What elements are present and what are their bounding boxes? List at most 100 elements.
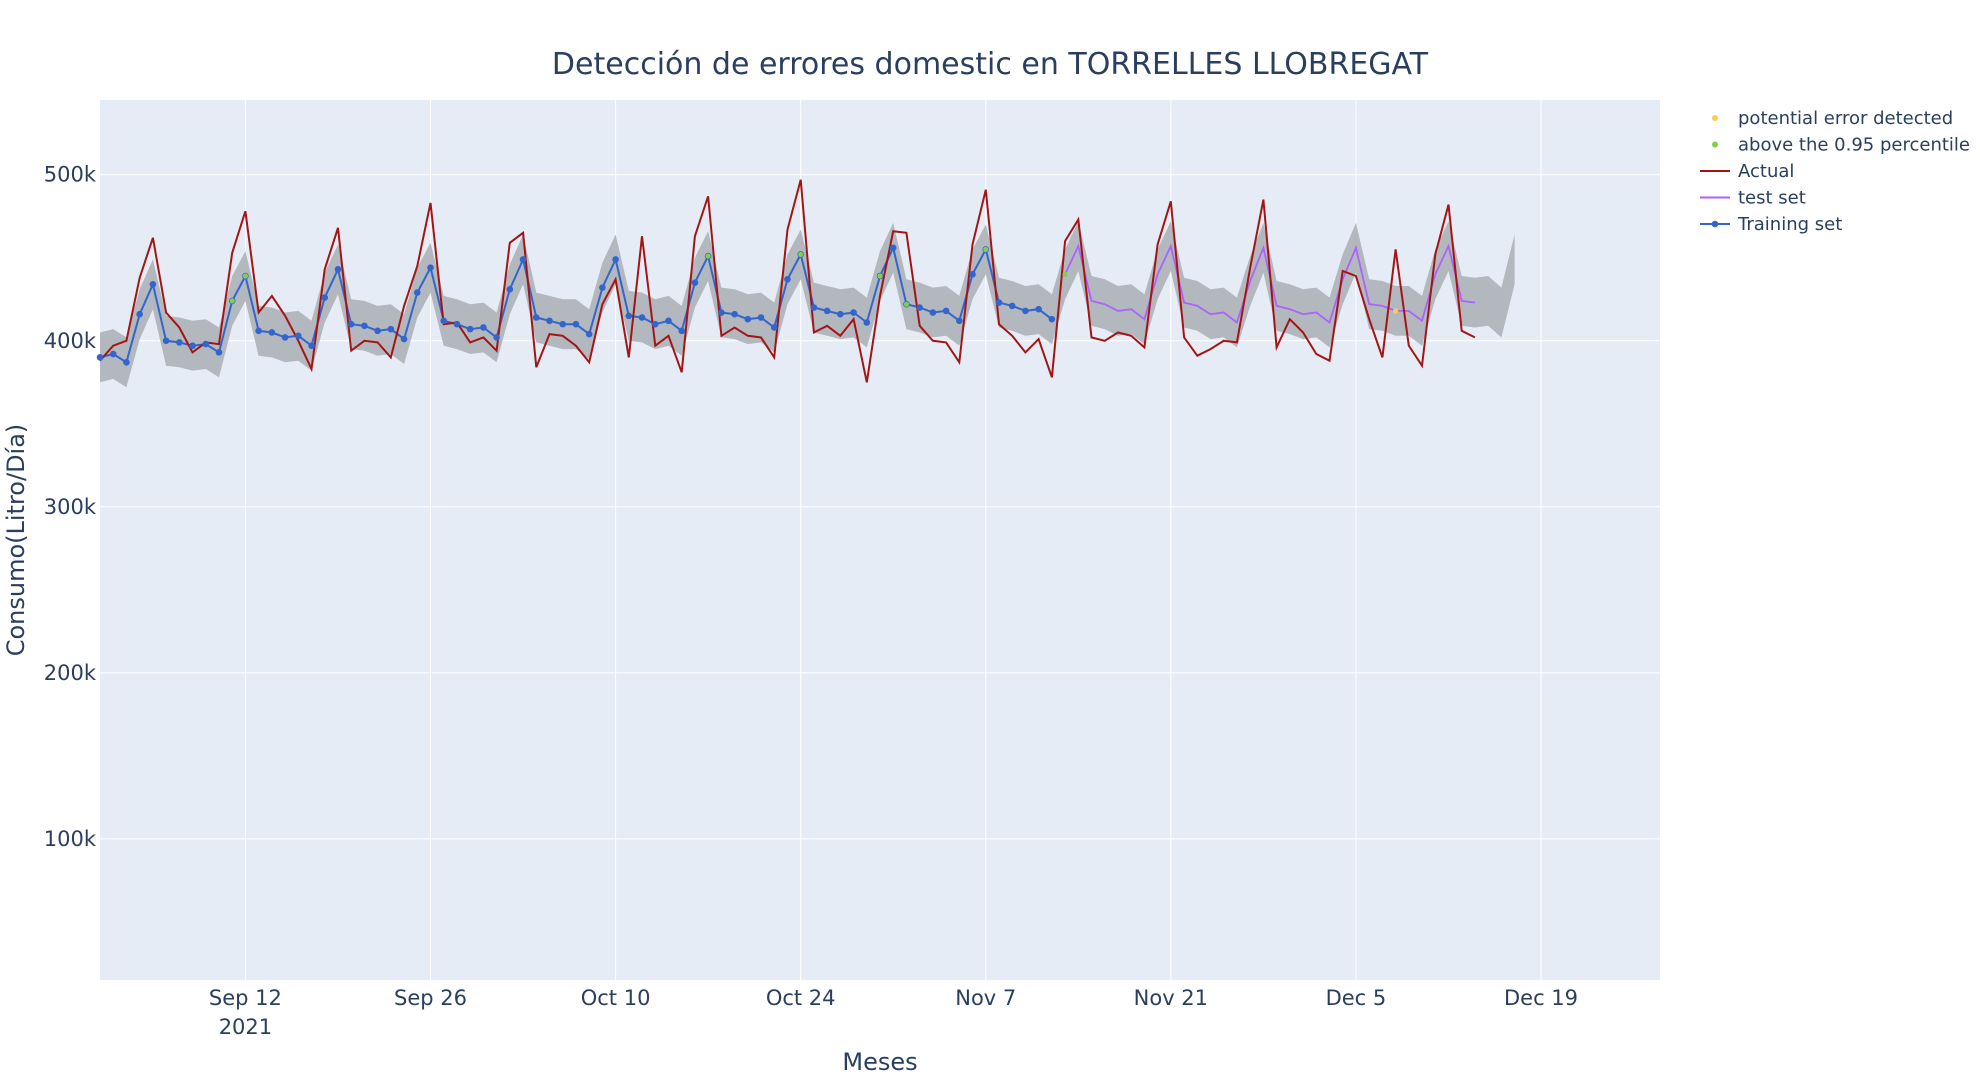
training-point [1008,302,1016,310]
training-point [942,307,950,315]
training-point [281,334,289,341]
x-axis-title: Meses [842,1048,917,1076]
chart-title: Detección de errores domestic en TORRELL… [552,47,1429,82]
training-point [678,327,685,335]
percentile-point [903,301,910,307]
training-point [612,256,619,263]
training-point [480,324,487,331]
y-tick-label: 100k [44,827,97,851]
training-point [863,319,871,326]
training-point [1035,305,1042,313]
y-tick-label: 300k [44,495,97,519]
training-point [215,349,223,356]
plot-area [100,100,1660,980]
training-point [427,264,434,271]
training-point [559,320,567,328]
training-point [889,244,897,252]
training-point [823,307,831,315]
x-tick-label: Nov 7 [955,986,1016,1010]
training-point [744,315,752,323]
training-point [784,276,791,283]
percentile-point [229,298,235,304]
percentile-point [242,273,249,279]
training-point [361,322,368,330]
legend-marker-icon [1712,115,1718,121]
y-tick-label: 400k [44,329,97,353]
y-tick-label: 200k [44,661,97,685]
training-point [956,317,963,325]
training-point [638,314,646,321]
x-tick-label: Sep 26 [394,986,467,1010]
x-tick-label: Oct 24 [766,986,836,1010]
training-point [400,335,408,343]
training-point [916,304,923,311]
training-point [546,317,553,325]
y-axis-title: Consumo(Litro/Día) [2,424,30,657]
training-point [136,310,143,318]
legend-label: Training set [1737,214,1842,235]
axis-labels: 100k 200k 300k 400k 500k Sep 12 2021 Sep 26 Oct … [44,163,1578,1039]
training-point [374,327,381,335]
training-point [1022,307,1029,315]
confidence-band [100,221,1515,388]
training-point [718,309,725,316]
training-point [149,281,157,288]
x-tick-label: Sep 12 [209,986,282,1010]
training-point [691,279,699,286]
training-point [519,256,527,263]
training-point [413,289,421,296]
legend[interactable]: potential error detected above the 0.95 p… [1700,108,1970,235]
x-tick-label: Oct 10 [581,986,651,1010]
training-point [255,327,262,335]
training-point [440,317,448,325]
training-point [176,339,183,346]
training-point [96,354,104,361]
training-point [625,312,633,320]
x-tick-year-label: 2021 [219,1015,272,1039]
training-point [506,285,514,293]
actual-line [99,179,1476,383]
legend-item[interactable]: above the 0.95 percentile [1712,135,1970,156]
training-point [837,310,844,318]
training-point [347,320,355,328]
training-point [572,320,580,328]
percentile-point [798,251,804,258]
training-point [850,309,857,316]
training-point [466,325,474,333]
training-point [453,320,461,328]
percentile-point [1062,271,1068,277]
legend-item[interactable]: Actual [1700,161,1794,182]
legend-item[interactable]: test set [1700,188,1806,209]
training-point [599,284,606,291]
training-point [202,340,210,348]
legend-item[interactable]: potential error detected [1712,108,1953,129]
training-point [268,329,276,336]
legend-label: potential error detected [1738,108,1953,129]
x-tick-label: Dec 19 [1504,986,1578,1010]
training-point [770,324,778,331]
training-point [651,320,659,328]
series-markers [96,244,1399,366]
training-point [308,342,315,350]
y-tick-label: 500k [44,163,97,187]
percentile-point [983,246,989,253]
x-tick-label: Nov 21 [1134,986,1208,1010]
training-point [295,332,302,340]
legend-marker-icon [1711,220,1719,228]
training-point [665,317,672,325]
legend-item[interactable]: Training set [1700,214,1842,235]
training-point [493,334,500,341]
training-point [189,342,196,350]
training-point [969,271,976,278]
legend-label: test set [1738,188,1806,209]
training-point [387,325,395,333]
legend-label: above the 0.95 percentile [1738,135,1970,156]
training-point [731,310,738,318]
confidence-band-area [100,221,1515,388]
error-point [1392,308,1399,314]
training-point [109,350,117,358]
training-point [995,299,1003,306]
legend-label: Actual [1738,161,1794,182]
